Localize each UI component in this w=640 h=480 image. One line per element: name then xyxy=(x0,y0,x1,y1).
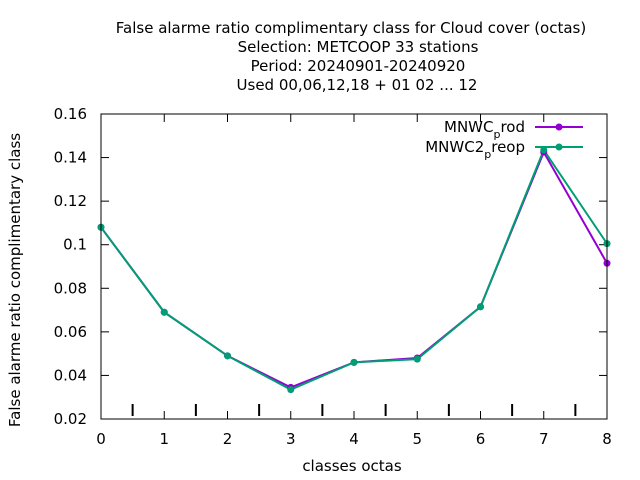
legend-label: MNWCprod xyxy=(444,118,525,141)
data-point xyxy=(413,355,421,363)
data-point xyxy=(540,146,548,154)
series-line-1 xyxy=(100,147,608,391)
data-point xyxy=(224,352,231,360)
series-line-0 xyxy=(100,149,608,389)
x-tick-label: 7 xyxy=(539,430,549,448)
y-tick-label: 0.16 xyxy=(54,105,87,123)
x-tick-label: 2 xyxy=(223,430,233,448)
y-tick-label: 0.02 xyxy=(54,410,87,428)
series-lines xyxy=(100,147,608,391)
x-tick-label: 8 xyxy=(602,430,612,448)
tick-labels: 0.02 0.04 0.06 0.08 0.1 0.12 0.14 0.16 0 1 2 3 4 5 6 7 8 xyxy=(54,105,612,448)
legend-swatch-point xyxy=(555,123,563,131)
data-point xyxy=(477,303,484,311)
data-point xyxy=(350,358,358,366)
x-tick-label: 0 xyxy=(96,430,106,448)
x-tick-label: 4 xyxy=(349,430,359,448)
legend-label: MNWC2preop xyxy=(425,138,525,161)
y-tick-label: 0.08 xyxy=(54,279,87,297)
x-axis-label: classes octas xyxy=(302,457,402,475)
legend-swatch-point xyxy=(555,143,563,151)
y-axis-label: False alarme ratio complimentary class xyxy=(6,133,24,427)
y-tick-label: 0.06 xyxy=(54,323,87,341)
data-point xyxy=(287,386,295,394)
x-tick-label: 3 xyxy=(286,430,296,448)
y-tick-label: 0.04 xyxy=(54,366,87,384)
y-tick-label: 0.12 xyxy=(54,192,87,210)
title-line-2: Selection: METCOOP 33 stations xyxy=(238,38,479,56)
x-tick-label: 5 xyxy=(412,430,422,448)
axis-ticks xyxy=(100,113,608,420)
x-tick-label: 1 xyxy=(159,430,169,448)
x-tick-label: 6 xyxy=(476,430,486,448)
title-line-3: Period: 20240901-20240920 xyxy=(251,57,466,75)
series-points xyxy=(97,146,611,394)
minor-marks xyxy=(131,404,577,416)
y-tick-label: 0.14 xyxy=(54,149,87,167)
data-point xyxy=(160,308,168,316)
chart-title: False alarme ratio complimentary class f… xyxy=(116,19,586,94)
y-tick-label: 0.1 xyxy=(63,236,87,254)
plot-frame xyxy=(100,113,608,420)
title-line-4: Used 00,06,12,18 + 01 02 ... 12 xyxy=(237,76,478,94)
title-line-1: False alarme ratio complimentary class f… xyxy=(116,19,586,37)
